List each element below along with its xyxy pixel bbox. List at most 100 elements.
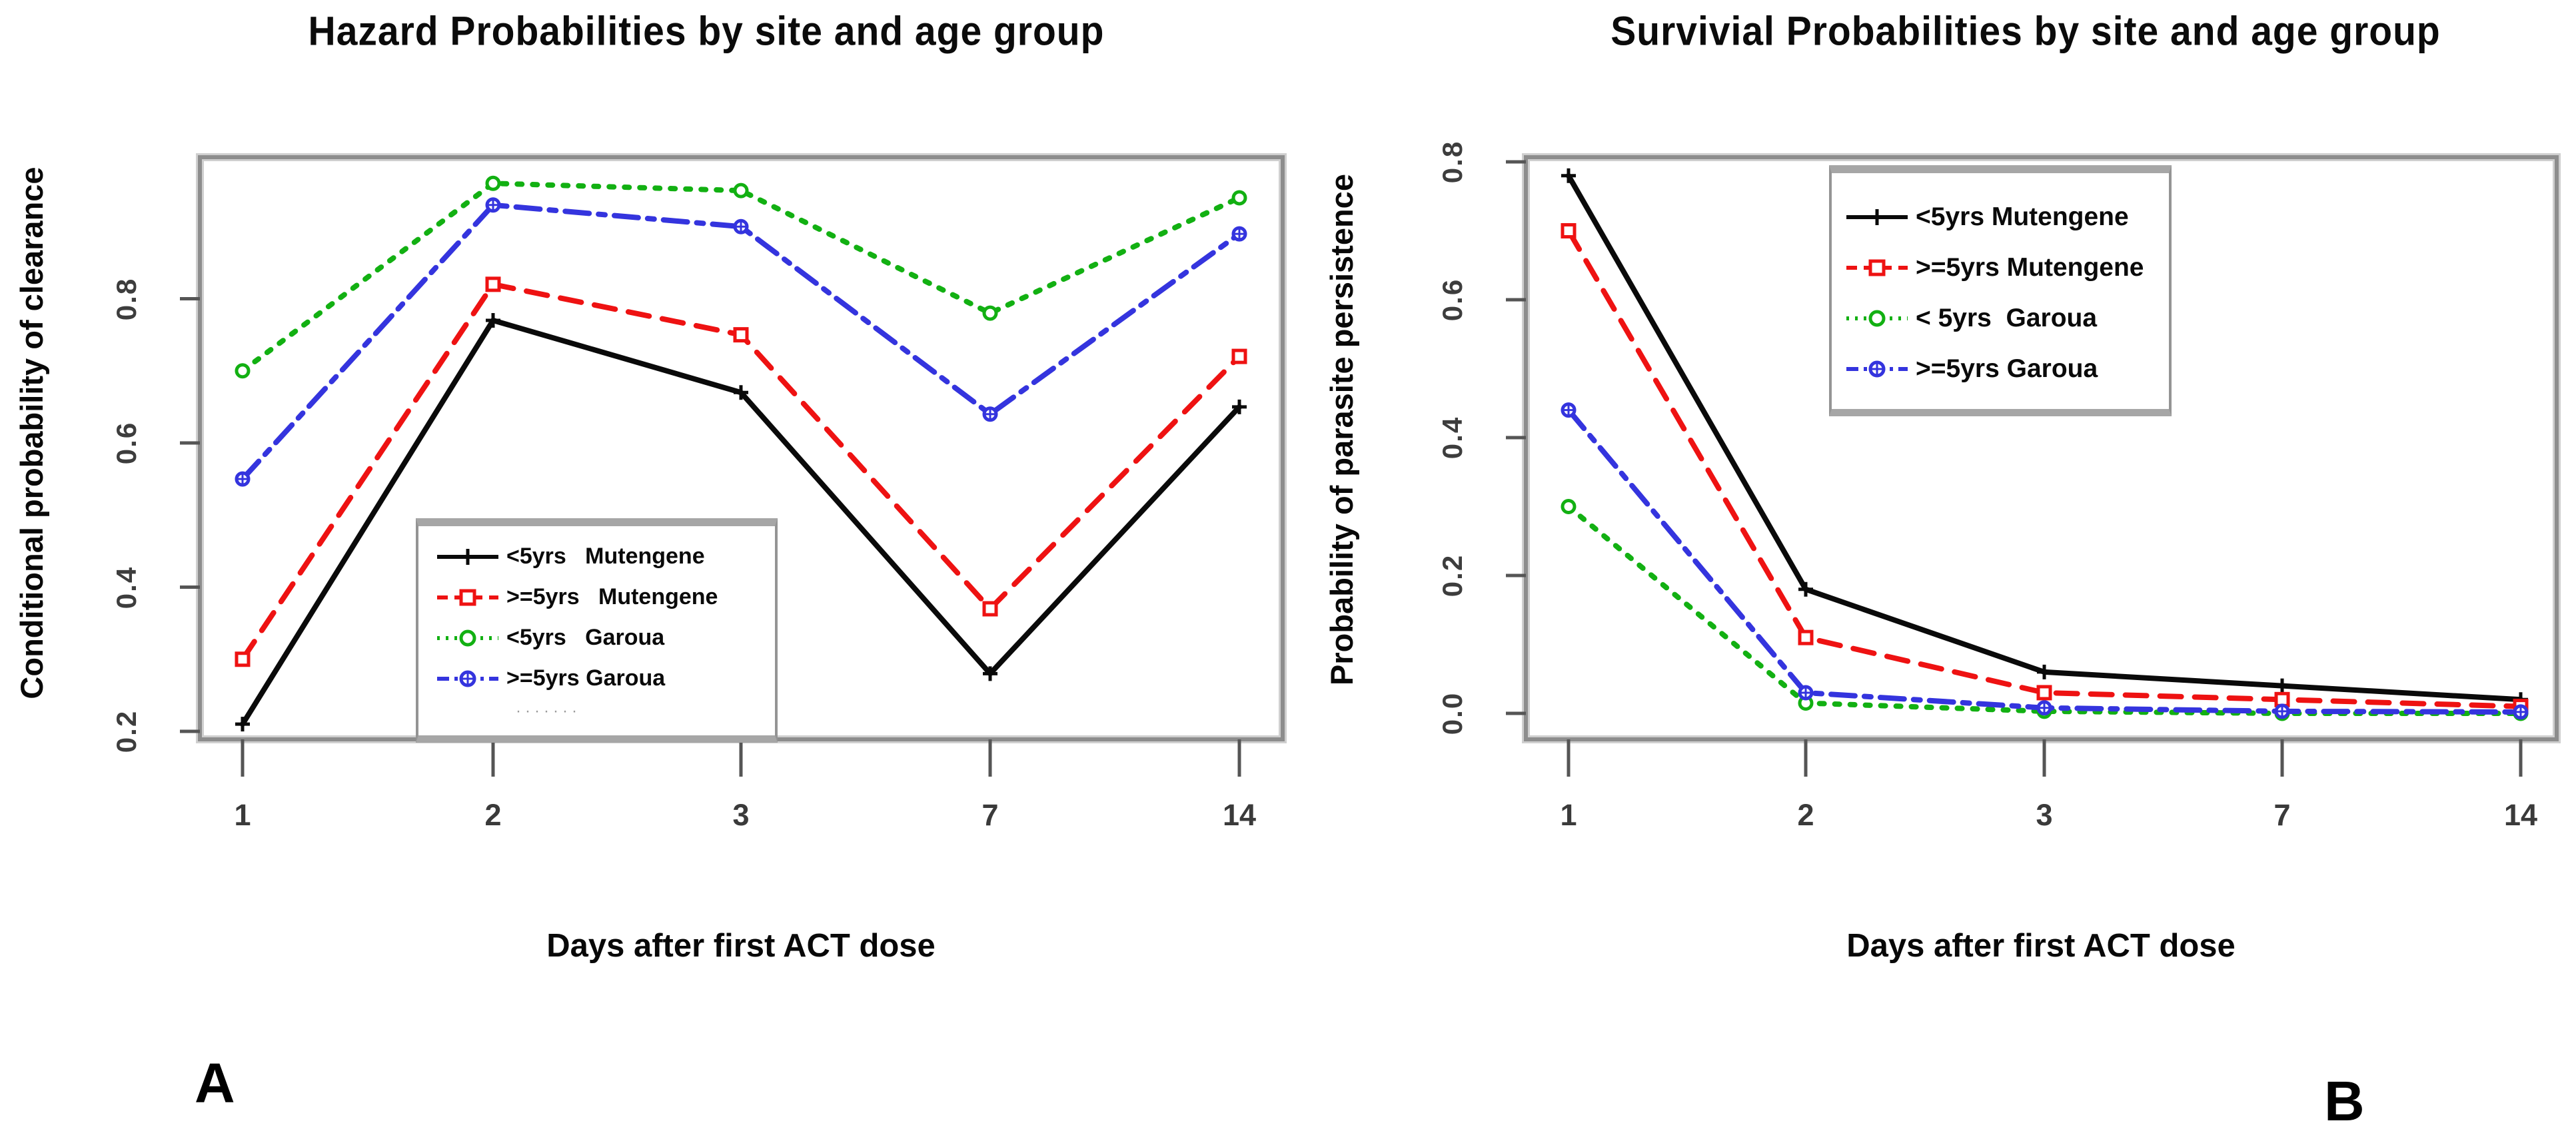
x-tick-label: 14 [2503, 798, 2538, 832]
plus-marker-icon [2275, 678, 2289, 693]
plus-marker-icon [1798, 581, 1813, 597]
legend-item--5yrs-garoua: <5yrs Garoua [436, 625, 775, 651]
plus-marker-icon [734, 385, 748, 400]
square-marker-icon [982, 601, 998, 617]
x-tick-label: 3 [732, 798, 750, 832]
panel-a-title: Hazard Probabilities by site and age gro… [308, 8, 1105, 55]
plot-frame [1524, 155, 2559, 741]
series-markers--5yrs-mutengene [235, 276, 1247, 667]
circle-marker-icon [485, 175, 501, 191]
legend-item--5yrs-mutengene: >=5yrs Mutengene [436, 584, 775, 610]
x-tick-label: 2 [484, 798, 502, 832]
panel-b-y-axis-label: Probability of parasite persistence [1323, 174, 1359, 685]
panel-b-x-axis-label: Days after first ACT dose [1846, 928, 2236, 964]
square-marker-icon [235, 651, 251, 667]
y-tick-label: 0.4 [111, 566, 142, 609]
y-tick-label: 0.6 [1437, 278, 1468, 322]
panel-a-x-axis-label: Days after first ACT dose [546, 928, 936, 964]
panel-b-legend: <5yrs Mutengene >=5yrs Mutengene < 5yrs Ga… [1829, 165, 2172, 416]
legend-item--5yrs-mutengene: <5yrs Mutengene [1845, 202, 2169, 232]
plus-marker-icon [460, 548, 476, 565]
panel-a-legend: <5yrs Mutengene >=5yrs Mutengene <5yrs Gar… [416, 518, 778, 743]
y-tick-label: 0.2 [1437, 554, 1468, 597]
panel-b-title: Survivial Probabilities by site and age … [1610, 8, 2441, 55]
flower-marker-cross-icon [462, 672, 474, 685]
legend-marker-plus-icon [437, 548, 498, 565]
square-marker-icon [1868, 259, 1886, 276]
legend-label: >=5yrs Garoua [506, 665, 666, 691]
y-tick-label: 0.8 [1437, 140, 1468, 184]
x-tick-label: 7 [2273, 798, 2291, 832]
flower-marker-cross-icon [1234, 228, 1245, 240]
legend-label: >=5yrs Mutengene [1916, 253, 2144, 282]
flower-marker-cross-icon [1800, 687, 1811, 698]
panel-b-label: B [2324, 1070, 2365, 1132]
legend-truncated-note: ······· [516, 702, 581, 720]
y-tick-label: 0.2 [111, 709, 142, 753]
legend-label: >=5yrs Garoua [1916, 354, 2098, 383]
plus-marker-icon [1561, 168, 1576, 183]
legend-marker-flower-icon [1846, 360, 1908, 378]
panel-a-y-axis-label: Conditional probability of clearance [13, 167, 49, 699]
circle-marker-icon [1561, 499, 1577, 514]
legend-marker-circle-icon [437, 629, 498, 646]
flower-marker-cross-icon [2277, 705, 2287, 717]
circle-marker-icon [982, 305, 998, 321]
circle-marker-icon [1868, 310, 1886, 327]
circle-marker-icon [1231, 190, 1247, 206]
legend-marker-square-icon [1846, 259, 1908, 276]
series-markers--5yrs-garoua [235, 175, 1247, 379]
plus-marker-icon [235, 717, 250, 732]
flower-marker-cross-icon [2515, 706, 2526, 717]
circle-marker-icon [733, 183, 749, 198]
circle-marker-icon [459, 629, 476, 646]
plus-marker-icon [983, 666, 997, 681]
flower-marker-cross-icon [985, 408, 995, 420]
legend-marker-circle-icon [1846, 310, 1908, 327]
x-tick-label: 3 [2036, 798, 2053, 832]
plus-marker-icon [2037, 664, 2052, 679]
flower-marker-cross-icon [1563, 404, 1574, 416]
flower-marker-cross-icon [488, 199, 498, 210]
series-line--5yrs-garoua [240, 202, 1242, 482]
y-tick-label: 0.6 [111, 421, 142, 465]
square-marker-icon [1231, 348, 1247, 364]
x-tick-label: 14 [1222, 798, 1257, 832]
legend-item--5yrs-garoua: >=5yrs Garoua [1845, 354, 2169, 384]
square-marker-icon [733, 327, 749, 343]
legend-label: <5yrs Mutengene [506, 544, 705, 569]
legend-item--5yrs-mutengene: >=5yrs Mutengene [1845, 253, 2169, 282]
legend-item--5yrs-mutengene: <5yrs Mutengene [436, 544, 775, 569]
legend-label: <5yrs Mutengene [1916, 202, 2129, 231]
legend-label: >=5yrs Mutengene [506, 584, 718, 609]
flower-marker-cross-icon [237, 474, 248, 485]
legend-marker-plus-icon [1846, 209, 1908, 225]
panel-a-label: A [195, 1052, 235, 1114]
plus-marker-icon [1232, 399, 1247, 414]
y-tick-label: 0.0 [1437, 691, 1468, 735]
legend-item--5yrs-garoua: < 5yrs Garoua [1845, 304, 2169, 333]
square-marker-icon [2036, 685, 2052, 701]
flower-marker-cross-icon [1871, 363, 1883, 375]
flower-marker-cross-icon [736, 221, 746, 232]
legend-label: < 5yrs Garoua [1916, 304, 2098, 332]
x-tick-label: 7 [981, 798, 999, 832]
y-tick-label: 0.4 [1437, 416, 1468, 460]
plus-marker-icon [486, 312, 500, 328]
series-markers--5yrs-garoua [235, 197, 1247, 487]
square-marker-icon [1798, 629, 1814, 645]
flower-marker-cross-icon [2039, 702, 2050, 713]
y-tick-label: 0.8 [111, 277, 142, 320]
plus-marker-icon [1869, 209, 1885, 225]
legend-label: <5yrs Garoua [506, 625, 665, 650]
legend-marker-square-icon [437, 589, 498, 605]
legend-marker-flower-icon [437, 670, 498, 687]
x-tick-label: 2 [1797, 798, 1814, 832]
x-tick-label: 1 [234, 798, 251, 832]
circle-marker-icon [235, 363, 251, 379]
series-markers--5yrs-mutengene [235, 312, 1247, 732]
series-markers--5yrs-garoua [1561, 402, 2529, 720]
square-marker-icon [459, 589, 476, 605]
